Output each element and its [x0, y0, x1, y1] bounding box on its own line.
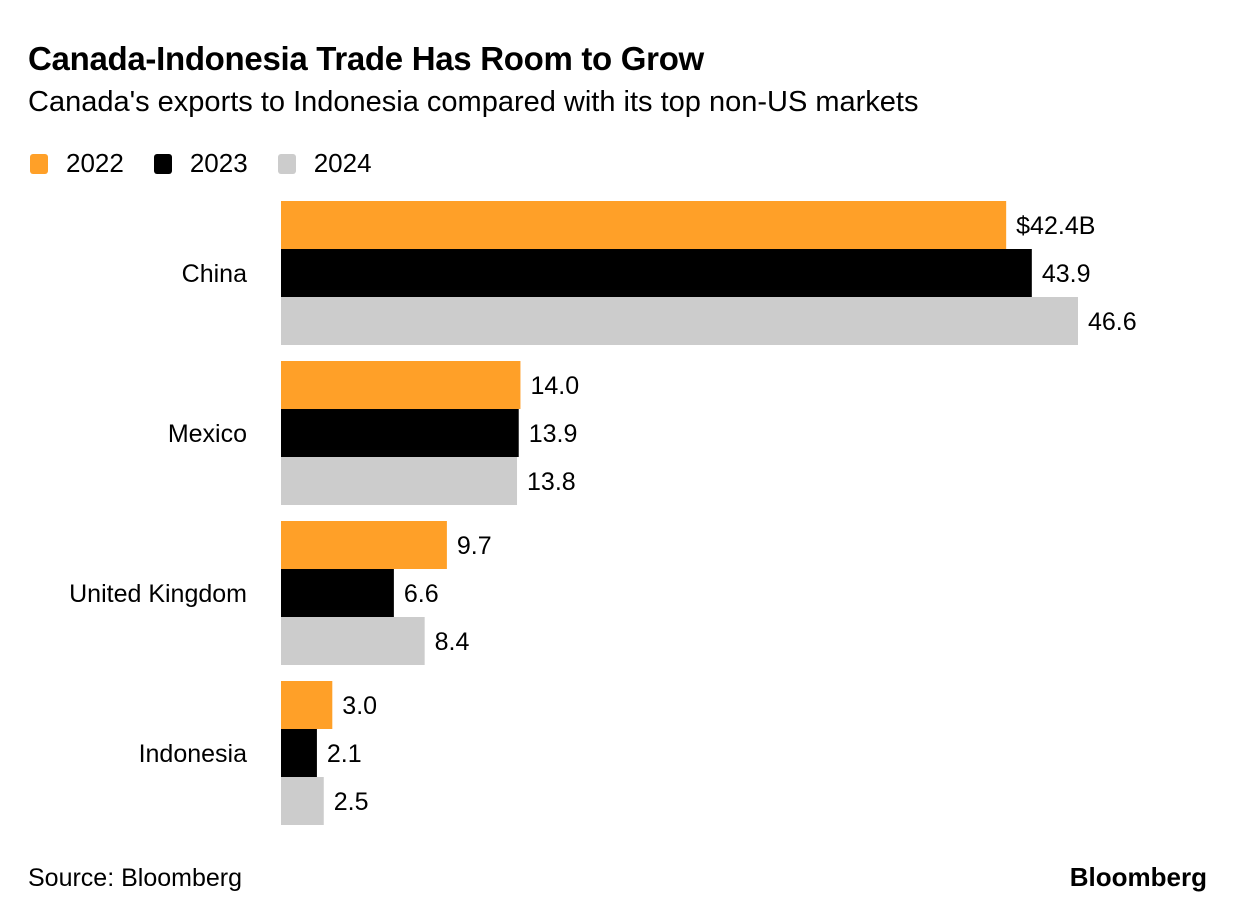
chart-title: Canada-Indonesia Trade Has Room to Grow: [28, 40, 704, 77]
legend: 2022 2023 2024: [30, 148, 402, 179]
data-label-indonesia-2024: 2.5: [334, 788, 369, 816]
bar-united-kingdom-2023: [281, 569, 394, 617]
bar-china-2023: [281, 249, 1032, 297]
bar-group-mexico: Mexico 14.0 13.9 13.8: [168, 361, 579, 505]
bar-mexico-2023: [281, 409, 519, 457]
bar-mexico-2024: [281, 457, 518, 505]
legend-item-2024: 2024: [277, 148, 372, 179]
category-label-mexico: Mexico: [168, 420, 247, 448]
data-label-china-2023: 43.9: [1042, 260, 1091, 288]
legend-label-2022: 2022: [66, 148, 124, 178]
data-label-mexico-2022: 14.0: [530, 372, 579, 400]
chart-subtitle: Canada's exports to Indonesia compared w…: [28, 86, 919, 118]
bar-united-kingdom-2022: [281, 521, 447, 569]
data-label-united-kingdom-2023: 6.6: [404, 580, 439, 608]
data-label-mexico-2024: 13.8: [527, 468, 576, 496]
data-label-united-kingdom-2024: 8.4: [435, 628, 470, 656]
bar-united-kingdom-2024: [281, 617, 425, 665]
legend-label-2024: 2024: [313, 148, 372, 178]
legend-label-2023: 2023: [189, 148, 248, 178]
bar-indonesia-2023: [281, 729, 317, 777]
legend-item-2023: 2023: [153, 148, 248, 179]
bar-china-2024: [281, 297, 1078, 345]
legend-swatch-2024: [277, 153, 296, 174]
data-label-united-kingdom-2022: 9.7: [457, 532, 492, 560]
data-label-indonesia-2023: 2.1: [327, 740, 362, 768]
data-label-indonesia-2022: 3.0: [342, 692, 377, 720]
bar-china-2022: [281, 201, 1007, 249]
source-note: Source: Bloomberg: [28, 864, 243, 892]
bar-mexico-2022: [281, 361, 521, 409]
bar-indonesia-2024: [281, 777, 324, 825]
legend-swatch-2023: [153, 153, 172, 174]
legend-item-2022: 2022: [30, 148, 124, 179]
bloomberg-logo: Bloomberg: [1069, 862, 1207, 892]
category-label-china: China: [182, 260, 247, 288]
bar-group-china: China $42.4B 43.9 46.6: [182, 201, 1137, 345]
bar-indonesia-2022: [281, 681, 333, 729]
legend-swatch-2022: [30, 153, 48, 174]
bar-group-united-kingdom: United Kingdom 9.7 6.6 8.4: [69, 521, 492, 665]
category-label-indonesia: Indonesia: [139, 740, 248, 768]
data-label-mexico-2023: 13.9: [529, 420, 578, 448]
data-label-china-2022: $42.4B: [1016, 212, 1095, 240]
category-label-united-kingdom: United Kingdom: [69, 580, 247, 608]
data-label-china-2024: 46.6: [1088, 308, 1137, 336]
bar-group-indonesia: Indonesia 3.0 2.1 2.5: [139, 681, 377, 825]
